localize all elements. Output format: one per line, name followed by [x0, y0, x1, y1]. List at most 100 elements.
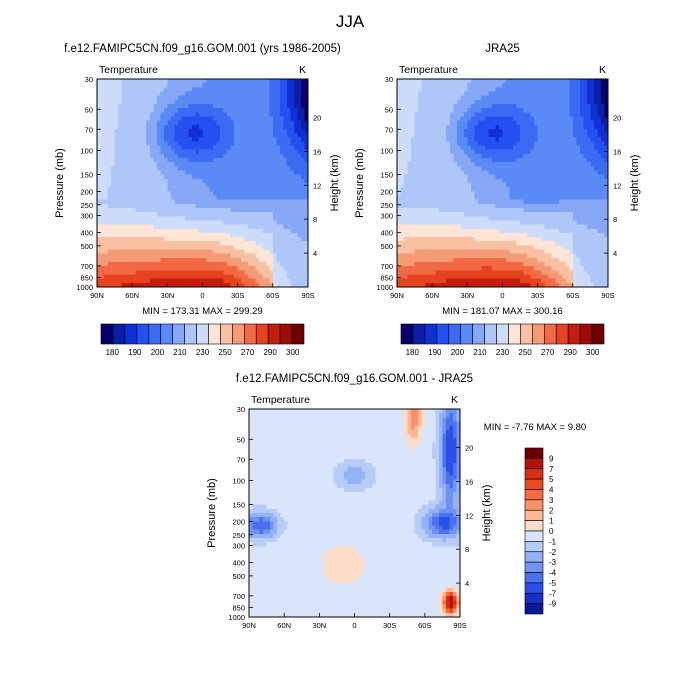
contour-cell [195, 257, 200, 263]
contour-cell [286, 220, 292, 226]
contour-cell [234, 216, 239, 222]
contour-cell [181, 116, 186, 122]
contour-cell [237, 278, 242, 284]
contour-cell [191, 158, 197, 163]
contour-cell [297, 170, 302, 176]
contour-cell [213, 158, 218, 163]
contour-cell [520, 103, 525, 109]
contour-cell [400, 158, 405, 163]
contour-cell [191, 174, 197, 180]
contour-cell [132, 216, 137, 222]
contour-cell [523, 166, 528, 172]
contour-cell [446, 278, 451, 284]
contour-cell [181, 87, 186, 93]
contour-cell [300, 137, 306, 142]
contour-cell [418, 95, 423, 101]
contour-cell [139, 262, 144, 267]
contour-cell [527, 145, 532, 151]
contour-cell [146, 270, 151, 276]
contour-cell [397, 199, 402, 205]
contour-cell [474, 207, 479, 213]
contour-cell [97, 158, 102, 163]
contour-cell [520, 87, 525, 93]
contour-cell [272, 83, 277, 88]
contour-cell [163, 216, 168, 222]
contour-cell [463, 128, 468, 134]
contour-cell [421, 145, 426, 151]
contour-cell [276, 282, 281, 288]
contour-cell [414, 178, 419, 184]
contour-cell [198, 141, 204, 147]
contour-cell [432, 133, 437, 138]
contour-cell [523, 145, 528, 151]
contour-cell [114, 166, 119, 172]
contour-cell [456, 237, 461, 242]
contour-cell [404, 207, 409, 213]
contour-cell [125, 241, 130, 246]
contour-cell [463, 174, 468, 180]
contour-cell [209, 95, 214, 101]
contour-cell [283, 191, 288, 197]
contour-cell [470, 91, 475, 97]
contour-cell [456, 245, 461, 251]
contour-cell [255, 282, 260, 288]
contour-cell [255, 116, 260, 122]
contour-cell [262, 187, 267, 192]
contour-cell [418, 216, 423, 222]
contour-cell [498, 212, 504, 217]
contour-cell [223, 228, 228, 234]
contour-cell [191, 207, 197, 213]
contour-cell [463, 274, 468, 280]
contour-cell [439, 191, 444, 197]
contour-cell [502, 178, 507, 184]
contour-cell [397, 212, 402, 217]
contour-cell [125, 170, 130, 176]
contour-cell [184, 253, 190, 259]
contour-cell [453, 141, 458, 147]
contour-cell [213, 278, 218, 284]
contour-cell [125, 249, 130, 255]
contour-cell [467, 128, 472, 134]
contour-cell [195, 249, 200, 255]
contour-cell [209, 216, 214, 222]
contour-cell [474, 170, 479, 176]
contour-cell [272, 266, 277, 271]
contour-cell [506, 195, 511, 201]
contour-cell [477, 153, 482, 159]
contour-cell [421, 153, 426, 159]
contour-cell [488, 207, 493, 213]
contour-cell [97, 103, 102, 109]
contour-cell [407, 203, 412, 209]
contour-cell [251, 195, 256, 201]
contour-cell [286, 183, 292, 188]
contour-cell [209, 166, 214, 172]
contour-cell [460, 282, 465, 288]
contour-cell [198, 241, 204, 246]
contour-cell [167, 282, 172, 288]
contour-cell [286, 241, 292, 246]
contour-cell [128, 116, 133, 122]
contour-cell [297, 212, 302, 217]
contour-cell [170, 257, 175, 263]
contour-cell [209, 108, 214, 113]
contour-cell [272, 145, 277, 151]
contour-cell [139, 212, 144, 217]
contour-cell [170, 149, 175, 155]
contour-cell [527, 91, 532, 97]
contour-cell [456, 149, 461, 155]
contour-cell [223, 253, 228, 259]
contour-cell [241, 191, 246, 197]
contour-cell [513, 237, 518, 242]
contour-cell [477, 270, 482, 276]
contour-cell [142, 133, 147, 138]
contour-cell [300, 207, 306, 213]
contour-cell [230, 83, 235, 88]
contour-cell [177, 253, 182, 259]
contour-cell [135, 87, 140, 93]
contour-cell [293, 87, 299, 93]
contour-cell [297, 166, 302, 172]
contour-cell [272, 270, 277, 276]
contour-cell [128, 187, 133, 192]
contour-cell [439, 162, 444, 167]
contour-cell [286, 83, 292, 88]
